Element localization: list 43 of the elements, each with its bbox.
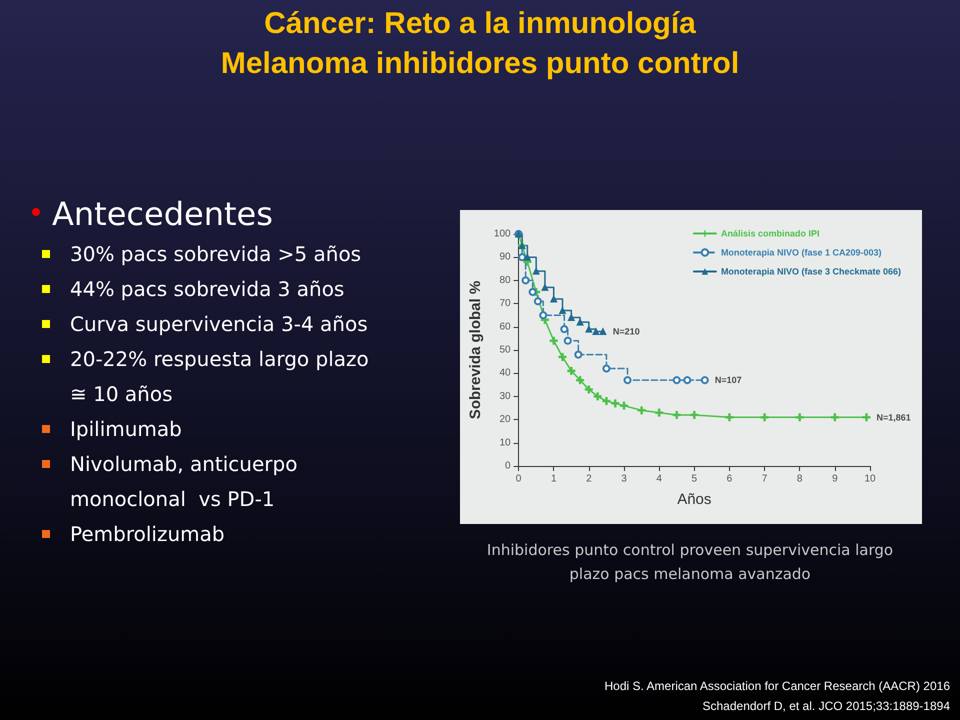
text: Curva supervivencia 3-4 años	[70, 307, 380, 342]
x-tick-label: 10	[864, 474, 876, 484]
x-tick-label: 5	[692, 474, 698, 484]
legend-label: Monoterapia NIVO (fase 1 CA209-003)	[720, 248, 882, 258]
text: Antecedentes	[30, 195, 450, 233]
text: Nivolumab, anticuerpo monoclonal vs PD-1	[70, 447, 380, 517]
x-tick-label: 7	[762, 474, 768, 484]
y-tick-label: 50	[499, 344, 512, 356]
annotation: N=1,861	[876, 412, 911, 422]
x-tick-label: 4	[656, 474, 662, 484]
text: Pembrolizumab	[70, 517, 380, 552]
legend-label: Monoterapia NIVO (fase 3 Checkmate 066)	[720, 266, 902, 276]
annotation: N=107	[714, 375, 742, 386]
x-tick-label: 2	[586, 474, 592, 484]
x-tick-label: 1	[550, 474, 557, 484]
x-tick-label: 0	[516, 474, 522, 484]
x-tick-label: 6	[726, 474, 733, 484]
x-tick-label: 9	[832, 474, 838, 484]
y-tick-label: 100	[494, 228, 512, 240]
y-tick-label: 20	[499, 414, 512, 426]
text: 44% pacs sobrevida 3 años	[70, 272, 380, 307]
text: 20-22% respuesta largo plazo ≅ 10 años	[70, 342, 380, 412]
y-tick-label: 90	[499, 252, 512, 263]
text: Ipilimumab	[70, 412, 380, 447]
chart-title: Cáncer: Reto a la inmunología	[263, 6, 697, 42]
chart-subtitle: Melanoma inhibidores punto control	[220, 46, 740, 82]
annotation: N=210	[612, 326, 640, 336]
y-tick-label: 40	[499, 368, 512, 379]
x-axis-title: Años	[677, 491, 712, 508]
text: Inhibidores punto control proveen supervivencia largo plazo pacs melanoma avanzado	[486, 540, 894, 585]
y-tick-label: 30	[499, 390, 512, 402]
x-tick-label: 8	[796, 474, 803, 484]
y-axis-title: Sobrevida global %	[467, 280, 484, 420]
text: Hodi S. American Association for Cancer Research (AACR) 2016	[604, 678, 950, 695]
legend-label: Análisis combinado IPI	[720, 228, 820, 238]
x-tick-label: 3	[621, 474, 628, 484]
y-tick-label: 80	[499, 274, 512, 286]
text: Schadendorf D, et al. JCO 2015;33:1889-1894	[702, 698, 950, 715]
y-tick-label: 70	[499, 298, 512, 310]
y-tick-label: 0	[505, 460, 512, 472]
y-tick-label: 60	[499, 321, 512, 332]
text: 30% pacs sobrevida >5 años	[70, 237, 380, 272]
y-tick-label: 10	[499, 437, 512, 448]
